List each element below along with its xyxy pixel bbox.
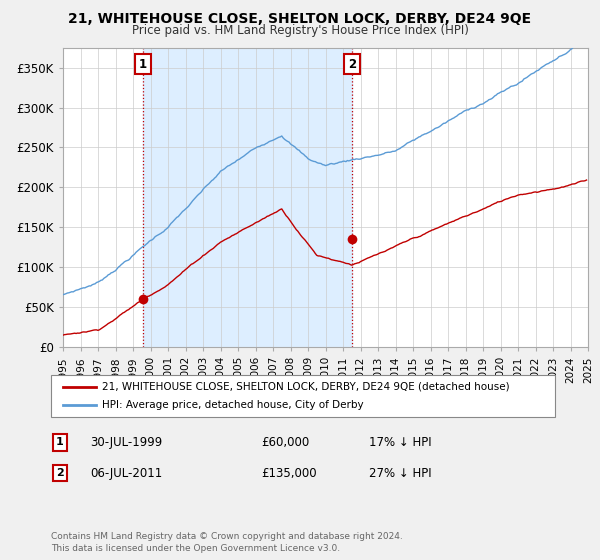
- Text: 06-JUL-2011: 06-JUL-2011: [90, 466, 162, 480]
- Text: 2: 2: [56, 468, 64, 478]
- Text: £60,000: £60,000: [261, 436, 309, 449]
- Text: Price paid vs. HM Land Registry's House Price Index (HPI): Price paid vs. HM Land Registry's House …: [131, 24, 469, 36]
- Text: 21, WHITEHOUSE CLOSE, SHELTON LOCK, DERBY, DE24 9QE (detached house): 21, WHITEHOUSE CLOSE, SHELTON LOCK, DERB…: [102, 382, 509, 392]
- Text: 1: 1: [139, 58, 147, 71]
- Text: 21, WHITEHOUSE CLOSE, SHELTON LOCK, DERBY, DE24 9QE: 21, WHITEHOUSE CLOSE, SHELTON LOCK, DERB…: [68, 12, 532, 26]
- Text: HPI: Average price, detached house, City of Derby: HPI: Average price, detached house, City…: [102, 400, 364, 410]
- Text: £135,000: £135,000: [261, 466, 317, 480]
- Text: 1: 1: [56, 437, 64, 447]
- Text: 2: 2: [348, 58, 356, 71]
- Text: 17% ↓ HPI: 17% ↓ HPI: [369, 436, 431, 449]
- Text: 27% ↓ HPI: 27% ↓ HPI: [369, 466, 431, 480]
- Bar: [143, 48, 352, 347]
- Text: Contains HM Land Registry data © Crown copyright and database right 2024.
This d: Contains HM Land Registry data © Crown c…: [51, 533, 403, 553]
- Text: 30-JUL-1999: 30-JUL-1999: [90, 436, 162, 449]
